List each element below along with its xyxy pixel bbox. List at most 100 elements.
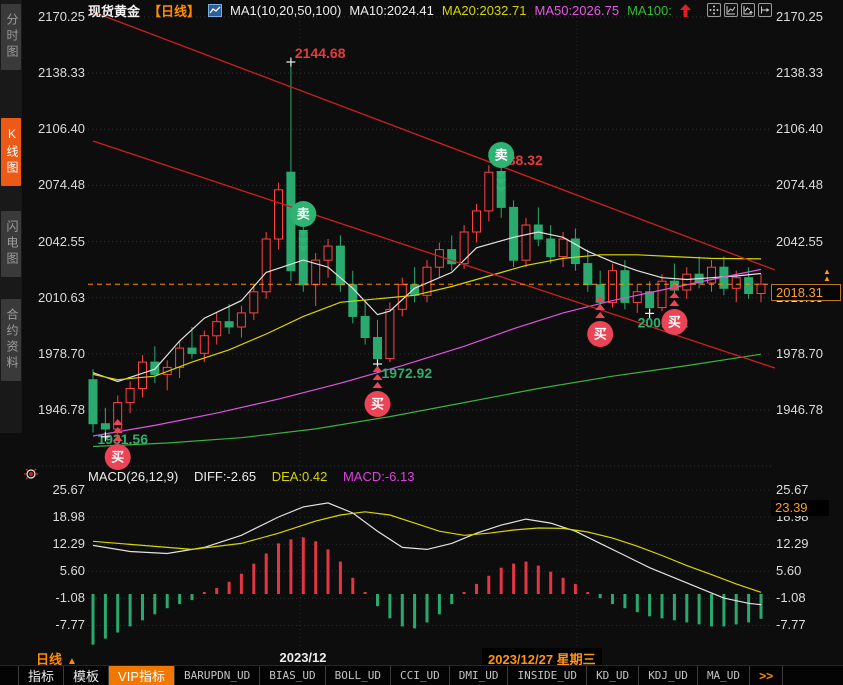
- macd-params: MACD(26,12,9): [88, 469, 179, 484]
- footer-tab-VIP指标[interactable]: VIP指标: [109, 666, 175, 685]
- footer-tab-CCI_UD[interactable]: CCI_UD: [391, 666, 450, 685]
- macd-axis-label: 18.98: [52, 509, 85, 524]
- price-marker-arrows-icon: ▲ ▲: [823, 267, 831, 283]
- cursor-date-badge: 2023/12/27 星期三: [482, 648, 602, 669]
- footer-period-label[interactable]: 日线 ▲: [36, 652, 77, 667]
- trendlines: [92, 11, 776, 369]
- macd-histogram: [91, 537, 763, 645]
- price-axis-label: 2138.33: [776, 65, 823, 80]
- chevron-icon: [496, 187, 507, 193]
- sidebar-tab-K线图[interactable]: K线图: [1, 118, 21, 186]
- macd-axis-label: 5.60: [776, 563, 802, 578]
- chevron-icon: [372, 366, 383, 372]
- symbol-name: 现货黄金: [88, 4, 141, 19]
- macd-axis-label: -1.08: [55, 590, 85, 605]
- last-price-value: 2018.31: [776, 285, 823, 300]
- chevron-icon: [112, 427, 123, 433]
- sell-signal: [290, 201, 317, 227]
- macd-macd-value: MACD:-6.13: [342, 469, 415, 484]
- buy-signal: [661, 309, 688, 335]
- footer-tab-模板[interactable]: 模板: [64, 666, 110, 685]
- ma-lines: [92, 231, 762, 448]
- ma-line-MA50: [92, 268, 762, 437]
- ma-line-MA20: [92, 254, 762, 381]
- buy-signal: [364, 391, 391, 417]
- macd-axis-label: -1.08: [776, 590, 806, 605]
- chevron-icon: [669, 284, 680, 290]
- macd-axis-label: 25.67: [776, 482, 809, 497]
- shift-right-icon[interactable]: [758, 3, 772, 17]
- macd-diff-line: [92, 502, 762, 606]
- footer-tab-指标[interactable]: 指标: [18, 666, 65, 685]
- footer-tab->>[interactable]: >>: [750, 666, 784, 685]
- price-marker-label: 1972.92: [382, 365, 433, 381]
- chevron-icon: [298, 238, 309, 244]
- footer-tab-KDJ_UD[interactable]: KDJ_UD: [639, 666, 698, 685]
- price-axis-label: 2074.48: [38, 177, 85, 192]
- buy-signal: [587, 321, 614, 347]
- chevron-icon: [112, 419, 123, 425]
- gridlines: [30, 16, 772, 648]
- axis-zoom-icon[interactable]: [724, 3, 738, 17]
- chart-legend-bar: 现货黄金 【日线】 MA1(10,20,50,100) MA10:2024.41…: [88, 2, 691, 19]
- up-triangle-icon: ▲: [67, 656, 77, 667]
- ma-line-MA10: [92, 231, 762, 383]
- axis-scroll-icon[interactable]: [741, 3, 755, 17]
- price-axis-label: 2170.25: [776, 9, 823, 24]
- macd-axis-label: 12.29: [52, 536, 85, 551]
- macd-legend: MACD(26,12,9) DIFF:-2.65 DEA:0.42 MACD:-…: [88, 469, 427, 484]
- price-axis-label: 1978.70: [776, 346, 823, 361]
- sidebar-tab-合约资料[interactable]: 合约资料: [1, 299, 21, 381]
- chevron-icon: [595, 304, 606, 310]
- price-axis-label: 2138.33: [38, 65, 85, 80]
- footer-tab-MA_UD[interactable]: MA_UD: [698, 666, 751, 685]
- macd-diff-value: DIFF:-2.65: [193, 469, 257, 484]
- chevron-icon: [372, 382, 383, 388]
- sell-signal: [488, 142, 515, 168]
- extreme-cross-icon: [286, 57, 296, 67]
- price-axis-label: 1946.78: [38, 402, 85, 417]
- chevron-icon: [298, 246, 309, 252]
- footer-tab-BARUPDN_UD[interactable]: BARUPDN_UD: [175, 666, 261, 685]
- chevron-icon: [669, 292, 680, 298]
- ma-line-MA100: [92, 353, 762, 448]
- chevron-icon: [372, 374, 383, 380]
- footer-tab-KD_UD[interactable]: KD_UD: [587, 666, 640, 685]
- ma-settings: MA1(10,20,50,100): [230, 3, 342, 18]
- ma100-value: MA100:: [627, 3, 672, 18]
- chevron-icon: [496, 179, 507, 185]
- macd-axis-label: 12.29: [776, 536, 809, 551]
- ma10-value: MA10:2024.41: [349, 3, 434, 18]
- sidebar-tab-闪电图[interactable]: 闪电图: [1, 211, 21, 277]
- macd-right-badge: 23.39: [771, 500, 829, 516]
- chevron-icon: [112, 435, 123, 441]
- period-label: 【日线】: [148, 4, 201, 19]
- chevron-icon: [595, 296, 606, 302]
- footer-tab-BOLL_UD[interactable]: BOLL_UD: [326, 666, 391, 685]
- price-axis-label: 2042.55: [776, 234, 823, 249]
- macd-axis-label: -7.77: [55, 617, 85, 632]
- price-axis-label: 2010.63: [38, 290, 85, 305]
- svg-text:买: 买: [668, 315, 681, 330]
- footer-tab-BIAS_UD[interactable]: BIAS_UD: [260, 666, 326, 685]
- price-axis-label: 2170.25: [38, 9, 85, 24]
- left-sidebar: 分时图 K线图闪电图合约资料: [0, 0, 22, 433]
- extreme-cross-icon: [100, 432, 110, 442]
- svg-text:买: 买: [594, 327, 607, 342]
- price-axis-label: 2106.40: [776, 121, 823, 136]
- macd-axis-label: -7.77: [776, 617, 806, 632]
- macd-axis-label: 5.60: [59, 563, 85, 578]
- footer-tab-INSIDE_UD[interactable]: INSIDE_UD: [508, 666, 588, 685]
- price-axis-label: 2106.40: [38, 121, 85, 136]
- sidebar-tab-分时图[interactable]: 分时图: [1, 4, 21, 70]
- line-chart-icon: [208, 4, 223, 17]
- chevron-icon: [595, 312, 606, 318]
- chart-canvas[interactable]: 2144.682088.321931.561972.922001.72卖卖买买买…: [0, 0, 843, 664]
- footer-tab-DMI_UD[interactable]: DMI_UD: [450, 666, 509, 685]
- chevron-icon: [669, 300, 680, 306]
- extreme-cross-icon: [645, 308, 655, 318]
- crosshair-dots-icon[interactable]: [707, 3, 721, 17]
- ma20-value: MA20:2032.71: [441, 3, 527, 18]
